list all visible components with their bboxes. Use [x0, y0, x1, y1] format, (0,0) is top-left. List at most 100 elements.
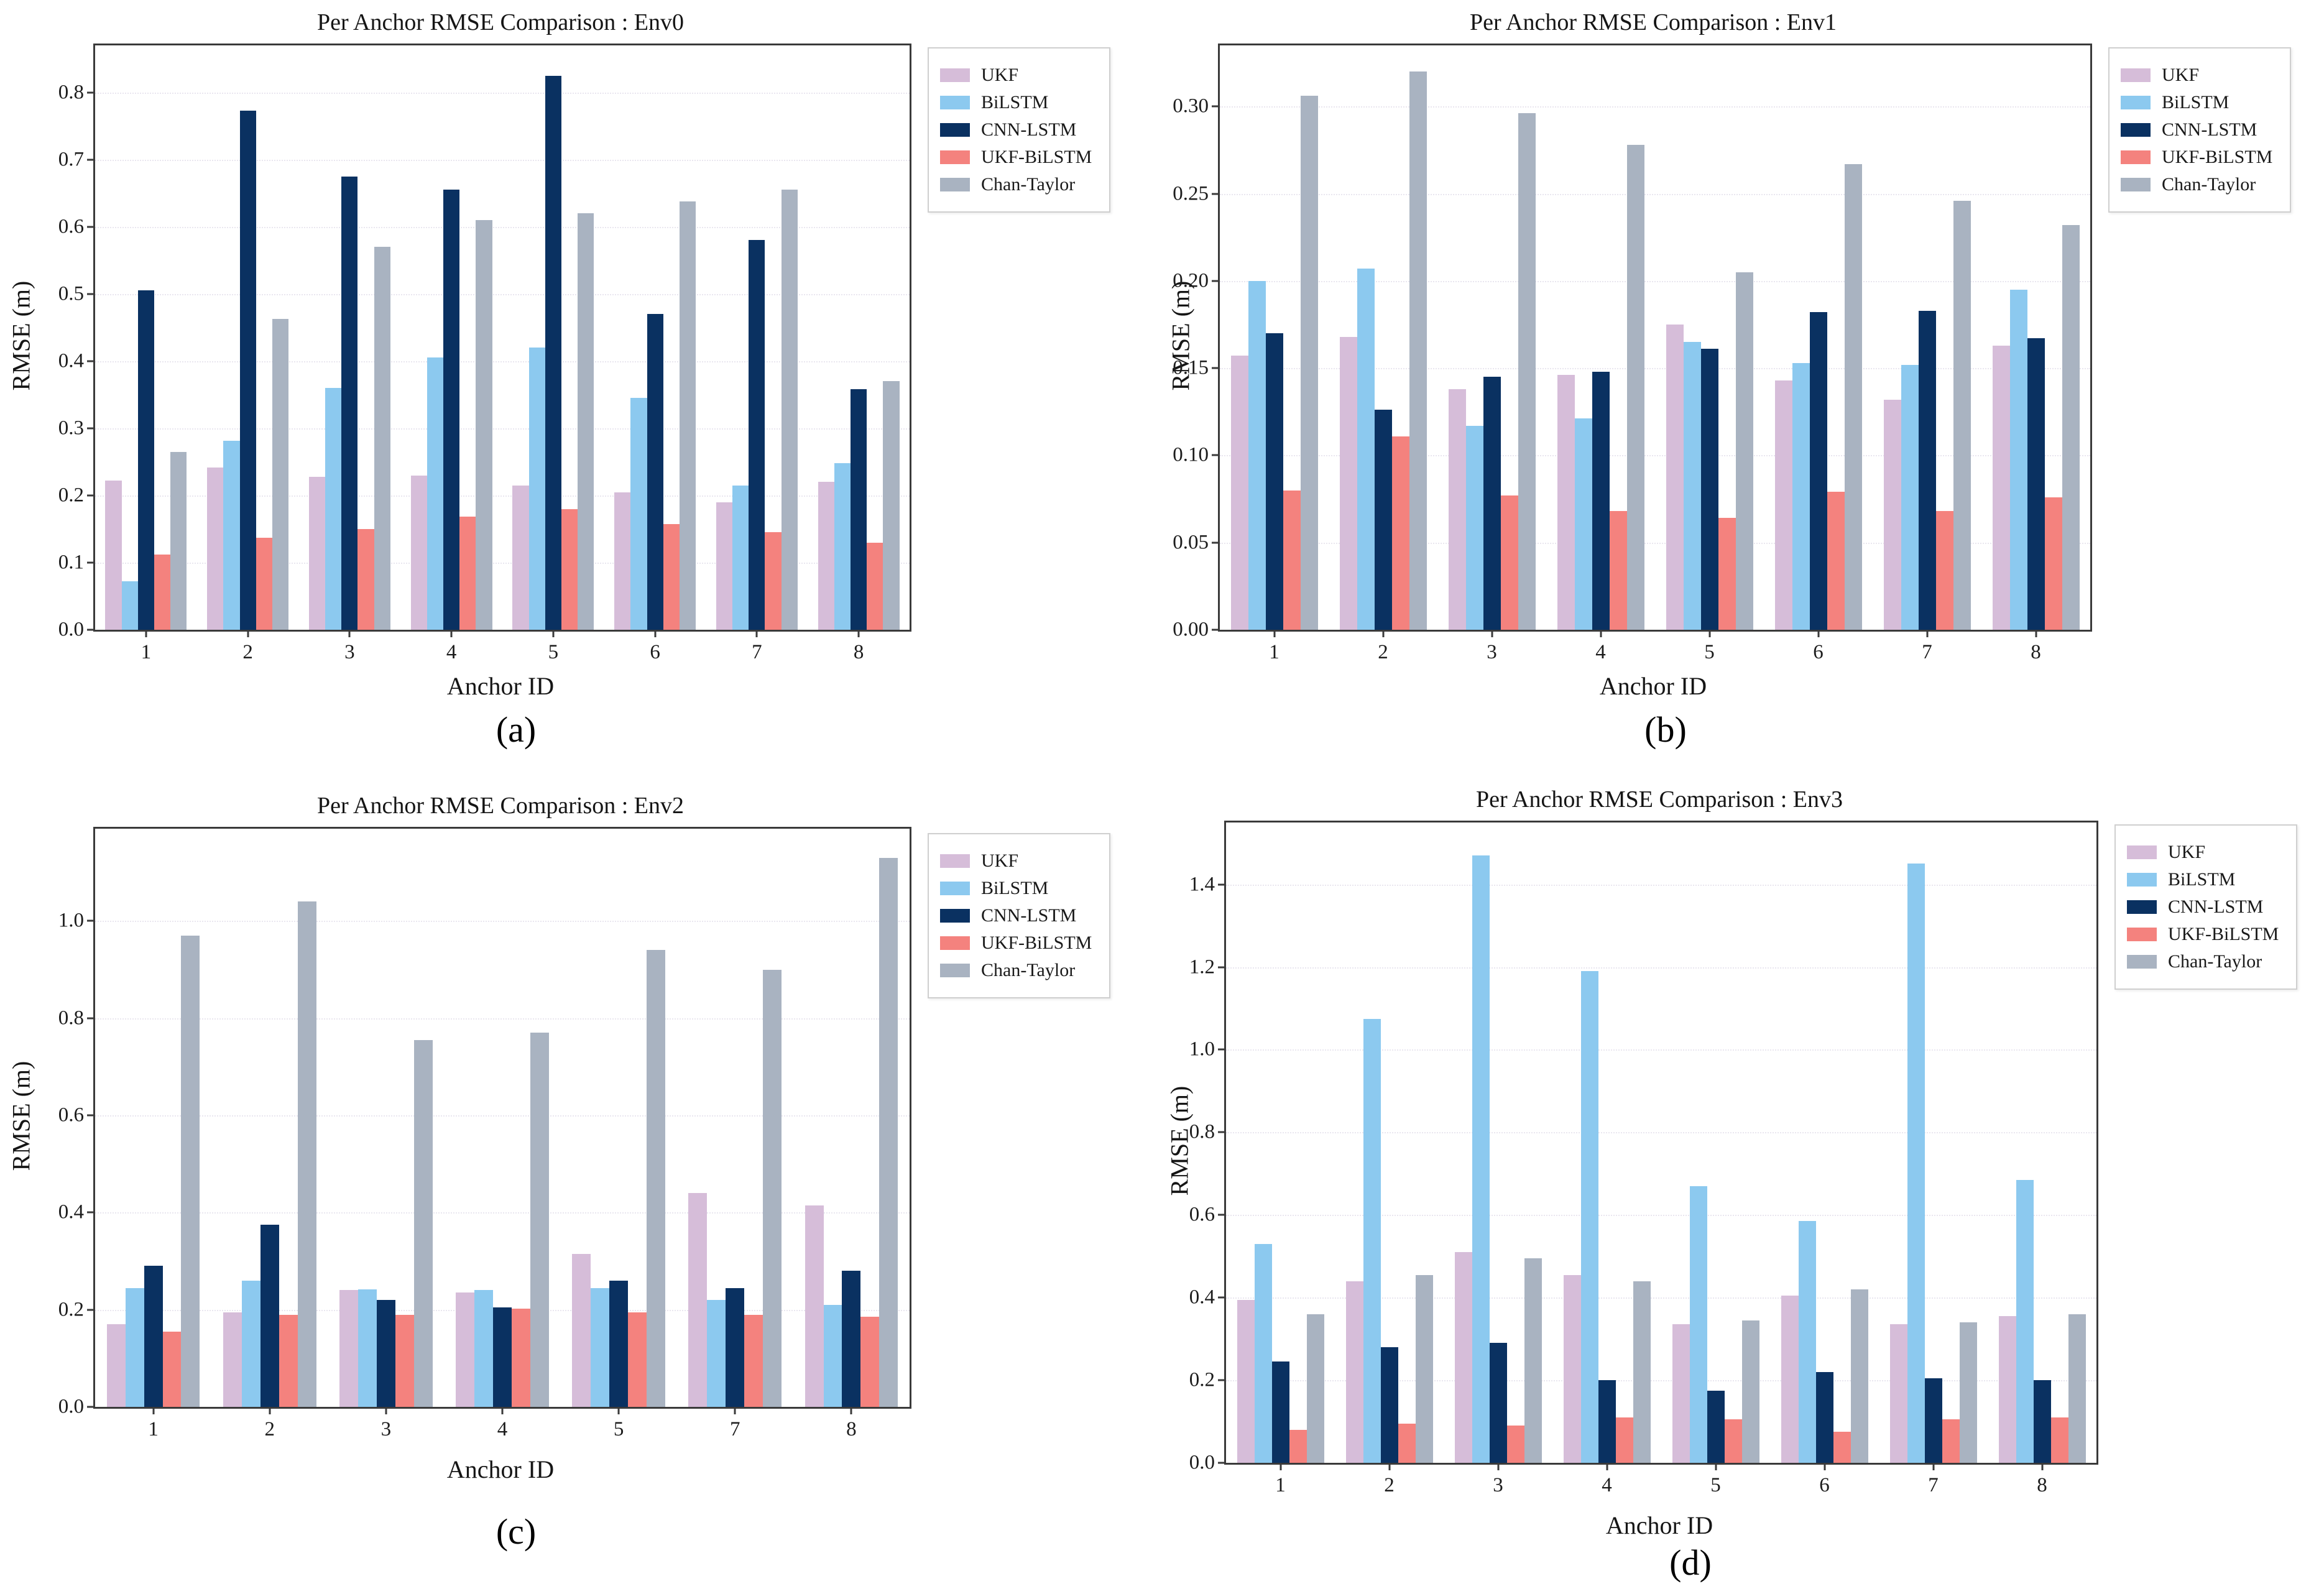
bar-ukf	[339, 1290, 358, 1407]
gridline	[1220, 368, 2090, 370]
x-tick-mark	[857, 630, 860, 637]
gridline	[95, 495, 910, 497]
bar-ukf-bilstm	[1615, 1417, 1633, 1463]
legend-item: BiLSTM	[2127, 869, 2279, 890]
legend-swatch	[940, 909, 970, 923]
y-tick-label: 0.2	[58, 484, 84, 507]
bar-chan-taylor	[2068, 1314, 2086, 1463]
x-tick-label: 1	[1269, 641, 1280, 663]
legend-item: Chan-Taylor	[2121, 174, 2272, 195]
y-axis-label: RMSE (m)	[7, 1061, 35, 1171]
bar-cnn-lstm	[1918, 310, 1936, 630]
y-tick-mark	[1218, 1214, 1226, 1216]
gridline	[95, 92, 910, 94]
bar-ukf	[688, 1193, 708, 1407]
bar-ukf-bilstm	[1724, 1419, 1742, 1463]
x-tick-label: 1	[141, 641, 152, 663]
y-tick-mark	[87, 159, 95, 161]
y-tick-label: 0.1	[58, 551, 84, 574]
legend-swatch	[940, 150, 970, 164]
y-tick-mark	[87, 360, 95, 362]
x-tick-mark	[1817, 630, 1819, 637]
y-tick-label: 0.4	[58, 1200, 84, 1223]
legend-label: UKF-BiLSTM	[2168, 924, 2279, 944]
bar-bilstm	[1689, 1186, 1707, 1463]
x-tick-mark	[1824, 1463, 1825, 1470]
bar-ukf-bilstm	[1289, 1429, 1307, 1463]
legend-item: UKF-BiLSTM	[940, 933, 1092, 954]
gridline	[1226, 884, 2096, 886]
x-axis-label: Anchor ID	[1599, 672, 1707, 700]
bar-bilstm	[2016, 1179, 2034, 1463]
legend-swatch	[940, 854, 970, 868]
plot-area: 0.00 0.05 0.10 0.15 0.20 0.25 0.30 1 2 3 4 5 6 7 8	[1173, 44, 2092, 663]
y-tick-mark	[87, 1406, 95, 1408]
legend-item: UKF-BiLSTM	[2127, 924, 2279, 945]
y-tick-label: 1.0	[58, 909, 84, 932]
x-tick-mark	[1932, 1463, 1934, 1470]
bar-ukf	[308, 476, 326, 630]
bar-bilstm	[1254, 1243, 1272, 1463]
legend-label: BiLSTM	[981, 878, 1049, 898]
x-tick-label: 7	[752, 641, 762, 663]
x-tick-label: 3	[1493, 1474, 1503, 1496]
chart-title: Per Anchor RMSE Comparison : Env3	[1475, 786, 1843, 813]
bar-cnn-lstm	[647, 314, 663, 630]
bar-cnn-lstm	[1809, 312, 1827, 630]
x-tick-label: 3	[1487, 641, 1497, 663]
x-tick-label: 6	[1813, 641, 1824, 663]
plot-area: 0.0 0.2 0.4 0.6 0.8 1.0 1.2 1.4 1 2 3 4 5 6 7 8	[1189, 821, 2098, 1496]
bar-ukf-bilstm	[162, 1331, 182, 1407]
bar-ukf-bilstm	[663, 524, 680, 630]
bar-ukf	[1339, 336, 1357, 630]
y-tick-label: 0.0	[1189, 1451, 1215, 1474]
y-tick-label: 0.25	[1173, 182, 1209, 205]
x-tick-mark	[450, 630, 453, 637]
bar-chan-taylor	[1735, 272, 1753, 630]
bar-ukf-bilstm	[744, 1314, 763, 1407]
bar-chan-taylor	[1844, 164, 1862, 630]
y-tick-mark	[87, 427, 95, 430]
bar-bilstm	[1574, 418, 1592, 630]
bar-ukf	[805, 1205, 824, 1407]
gridline	[95, 428, 910, 430]
y-tick-mark	[87, 1114, 95, 1117]
bar-chan-taylor	[1409, 71, 1427, 630]
y-tick-label: 0.8	[1189, 1120, 1215, 1143]
bar-chan-taylor	[1306, 1314, 1324, 1463]
bar-cnn-lstm	[545, 75, 561, 630]
bar-ukf-bilstm	[395, 1314, 414, 1407]
y-tick-mark	[1212, 629, 1220, 631]
y-tick-label: 0.4	[58, 349, 84, 372]
bar-bilstm	[474, 1290, 494, 1407]
legend-item: CNN-LSTM	[2121, 119, 2272, 141]
y-tick-mark	[87, 1309, 95, 1311]
legend-swatch	[2121, 96, 2151, 109]
x-axis-label: Anchor ID	[446, 672, 555, 700]
bar-bilstm	[427, 357, 443, 630]
x-tick-mark	[2041, 1463, 2043, 1470]
subplot-caption: (c)	[496, 1511, 537, 1552]
bar-bilstm	[223, 441, 240, 630]
subplot-env1: Per Anchor RMSE Comparison : Env1 RMSE (…	[1162, 0, 2324, 774]
x-tick-mark	[1388, 1463, 1390, 1470]
bar-chan-taylor	[297, 901, 316, 1407]
bar-ukf	[716, 502, 733, 630]
bar-bilstm	[630, 398, 647, 630]
bar-bilstm	[1472, 855, 1490, 1463]
x-tick-mark	[755, 630, 758, 637]
bar-ukf-bilstm	[357, 528, 374, 630]
x-tick-mark	[1600, 630, 1602, 637]
legend-swatch	[940, 936, 970, 950]
legend-swatch	[2121, 178, 2151, 191]
gridline	[95, 1018, 910, 1020]
bar-cnn-lstm	[493, 1307, 512, 1407]
bar-ukf	[106, 1324, 126, 1407]
x-tick-mark	[552, 630, 555, 637]
legend-label: BiLSTM	[2162, 92, 2229, 113]
bar-bilstm	[707, 1300, 726, 1407]
legend-item: Chan-Taylor	[940, 960, 1092, 981]
bar-chan-taylor	[781, 190, 798, 630]
legend-label: CNN-LSTM	[2168, 896, 2264, 917]
legend-label: CNN-LSTM	[2162, 119, 2257, 140]
